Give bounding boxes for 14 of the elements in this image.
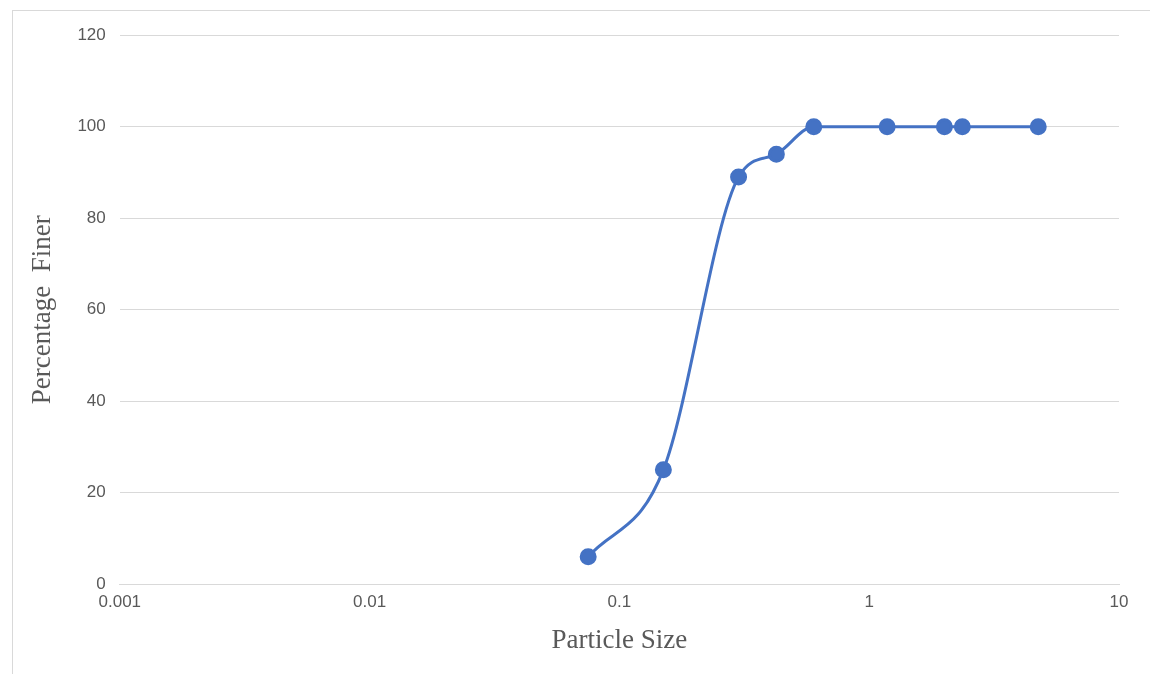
y-tick-label: 0 bbox=[96, 573, 106, 593]
x-tick-label: 0.001 bbox=[98, 592, 142, 612]
x-tick-label: 0.1 bbox=[607, 592, 632, 612]
x-tick-label: 1 bbox=[864, 592, 874, 612]
y-tick-label: 120 bbox=[77, 24, 106, 44]
y-tick-label: 20 bbox=[86, 482, 106, 502]
x-axis-title: Particle Size bbox=[551, 623, 688, 654]
y-axis-title: Percentage Finer bbox=[26, 215, 57, 405]
y-tick-label: 40 bbox=[86, 390, 106, 410]
y-tick-label: 60 bbox=[86, 299, 106, 319]
y-tick-label: 100 bbox=[77, 116, 106, 136]
y-tick-label: 80 bbox=[86, 207, 106, 227]
x-tick-label: 0.01 bbox=[353, 592, 387, 612]
x-tick-label: 10 bbox=[1109, 592, 1129, 612]
